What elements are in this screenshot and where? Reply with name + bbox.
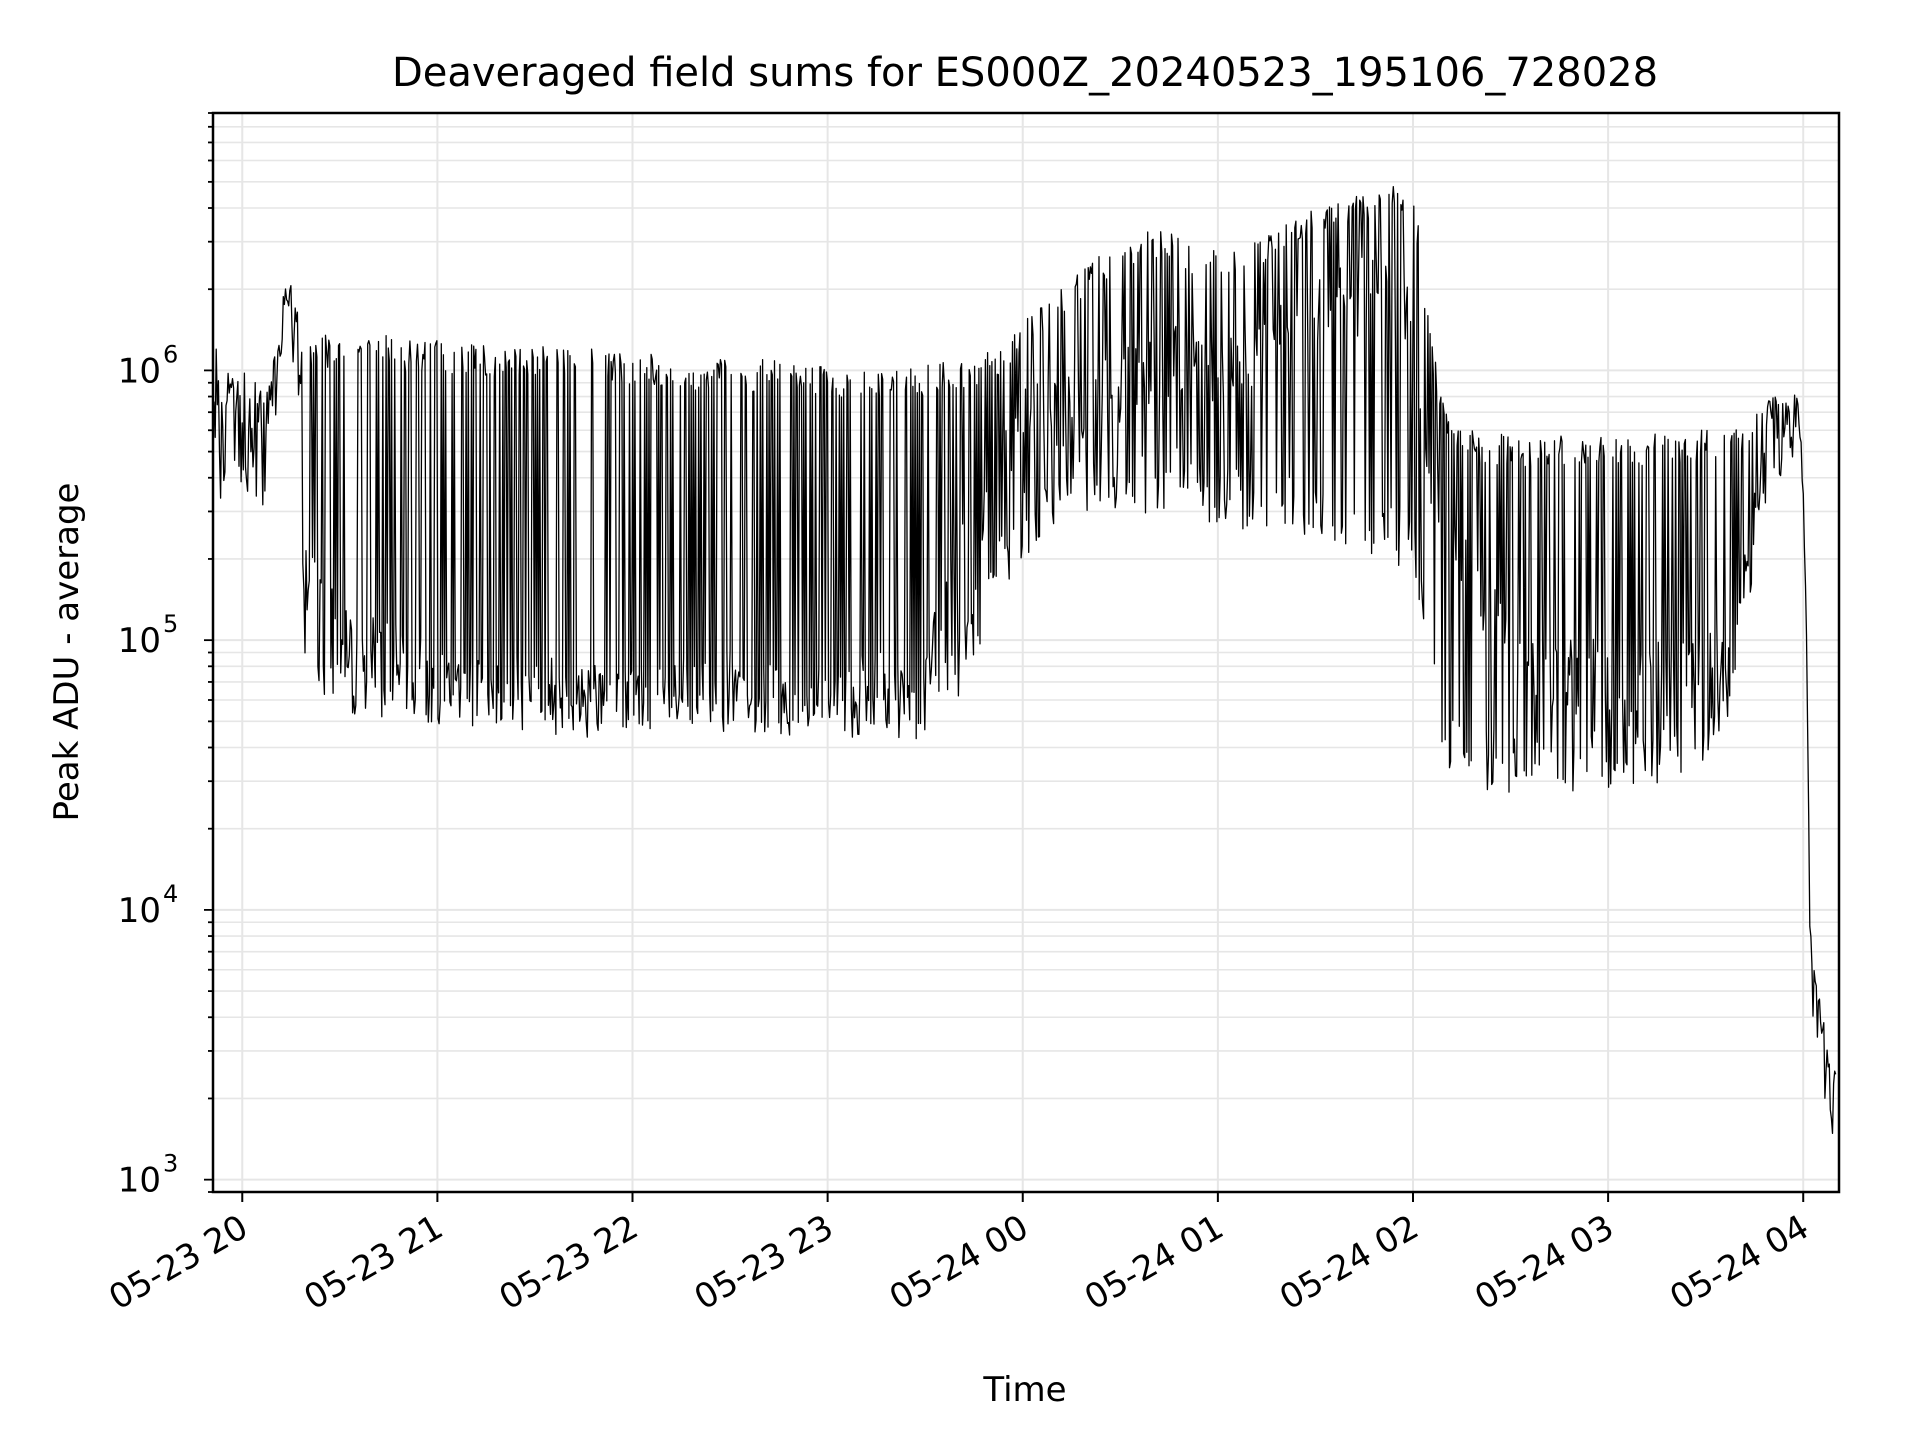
y-tick-label-exponent: 3: [163, 1150, 178, 1178]
y-tick-label: 10: [118, 1161, 161, 1201]
y-axis-label: Peak ADU - average: [47, 483, 87, 822]
y-tick-label: 10: [118, 621, 161, 661]
chart-title: Deaveraged field sums for ES000Z_2024052…: [392, 50, 1658, 96]
y-tick-label: 10: [118, 351, 161, 391]
series-line: [212, 186, 1837, 1134]
y-tick-label-exponent: 6: [163, 340, 178, 368]
x-axis-label: Time: [982, 1370, 1066, 1410]
y-tick-label: 10: [118, 891, 161, 931]
y-tick-label-exponent: 4: [163, 880, 178, 908]
y-tick-label-exponent: 5: [163, 610, 178, 638]
data-series: [212, 186, 1837, 1134]
